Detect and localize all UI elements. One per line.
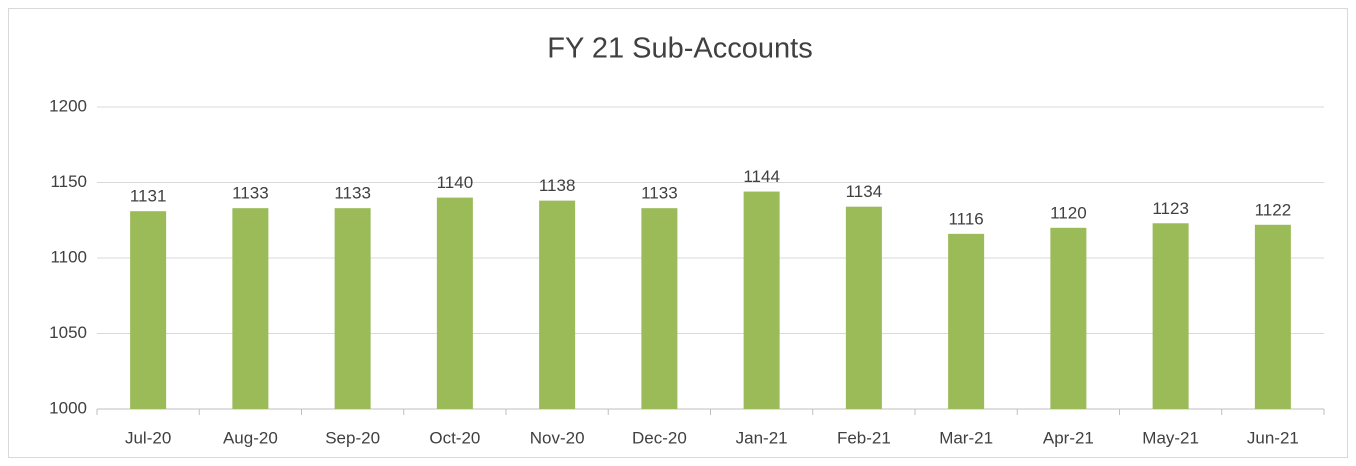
x-tick-label: Feb-21: [837, 428, 891, 447]
x-tick-label: Jun-21: [1247, 428, 1299, 447]
x-tick-label: Apr-21: [1043, 428, 1094, 447]
y-tick-label: 1050: [49, 323, 87, 342]
y-tick-label: 1000: [49, 398, 87, 417]
bar: [1050, 227, 1087, 409]
bar: [743, 191, 780, 409]
bar: [641, 208, 678, 409]
data-label: 1140: [437, 173, 474, 192]
chart-title: FY 21 Sub-Accounts: [547, 33, 812, 65]
bar: [1152, 223, 1189, 409]
data-label: 1138: [539, 176, 576, 195]
x-tick-label: Dec-20: [632, 428, 687, 447]
data-label: 1134: [846, 182, 883, 201]
x-tick-label: Oct-20: [429, 428, 480, 447]
bar: [436, 197, 473, 409]
y-tick-label: 1150: [50, 172, 87, 191]
data-label: 1116: [948, 209, 983, 228]
data-label: 1120: [1050, 203, 1087, 222]
bar: [539, 200, 576, 409]
x-tick-label: Sep-20: [325, 428, 380, 447]
x-tick-label: Nov-20: [530, 428, 585, 447]
data-label: 1122: [1255, 200, 1292, 219]
data-label: 1133: [232, 184, 269, 203]
x-tick-label: May-21: [1142, 428, 1199, 447]
bar: [948, 233, 985, 409]
data-label: 1144: [743, 167, 780, 186]
data-label: 1133: [641, 184, 678, 203]
y-tick-label: 1200: [49, 96, 87, 115]
x-tick-label: Aug-20: [223, 428, 278, 447]
data-label: 1131: [130, 187, 167, 206]
bar: [1254, 224, 1291, 409]
x-tick-label: Mar-21: [939, 428, 993, 447]
bar: [334, 208, 371, 409]
y-tick-label: 1100: [50, 247, 87, 266]
chart-border: [8, 8, 1348, 458]
x-tick-label: Jul-20: [125, 428, 171, 447]
data-label: 1123: [1152, 199, 1189, 218]
bar: [130, 211, 167, 409]
x-tick-label: Jan-21: [736, 428, 788, 447]
data-label: 1133: [334, 184, 371, 203]
bar: [845, 206, 882, 409]
bar: [232, 208, 269, 409]
